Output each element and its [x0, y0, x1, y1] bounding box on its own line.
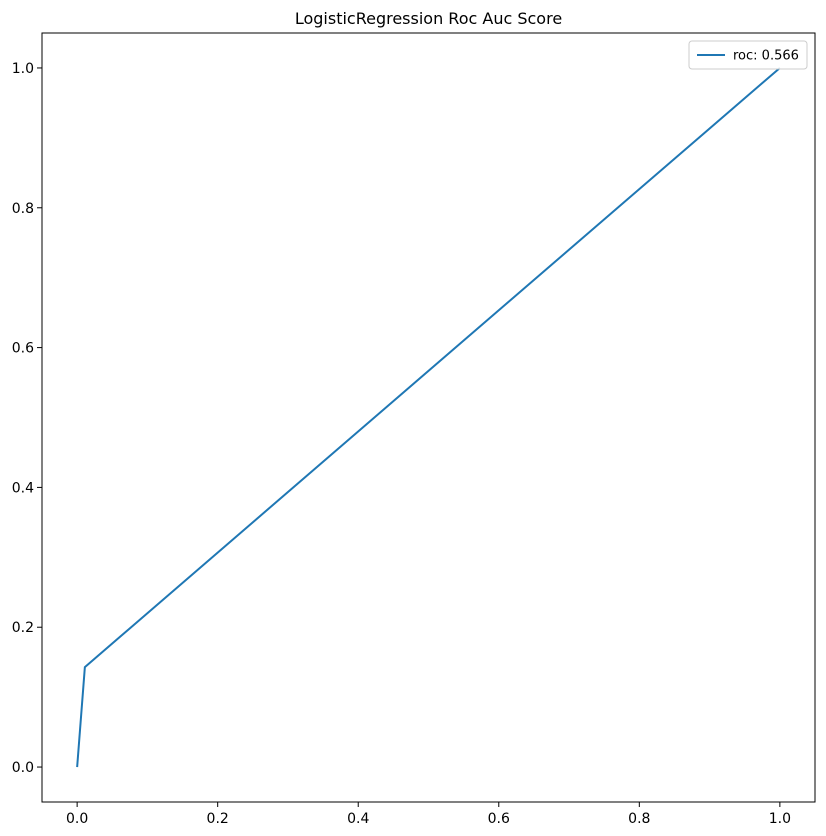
legend-box — [688, 40, 808, 70]
legend: roc: 0.566 — [688, 40, 808, 70]
x-tick-label: 0.4 — [347, 811, 369, 827]
axis-ticks: 0.0 0.2 0.4 0.6 0.8 1.0 0.0 0.2 0.4 0.6 0.8 1.0 — [12, 61, 791, 827]
series-line-0 — [76, 67, 781, 768]
y-tick-label: 0.6 — [12, 341, 34, 357]
y-tick-label: 1.0 — [12, 61, 34, 77]
y-tick-label: 0.0 — [12, 760, 34, 776]
x-tick-label: 0.0 — [66, 811, 88, 827]
x-tick-label: 0.8 — [628, 811, 650, 827]
x-tick-label: 1.0 — [769, 811, 791, 827]
y-tick-label: 0.8 — [12, 201, 34, 217]
legend-label-0: roc: 0.566 — [733, 49, 799, 64]
y-tick-label: 0.2 — [12, 620, 34, 636]
chart-title: LogisticRegression Roc Auc Score — [295, 9, 562, 28]
x-tick-label: 0.6 — [488, 811, 510, 827]
x-tick-label: 0.2 — [207, 811, 229, 827]
y-tick-label: 0.4 — [12, 480, 34, 496]
plot-area — [41, 32, 816, 803]
axes-frame — [41, 32, 816, 803]
